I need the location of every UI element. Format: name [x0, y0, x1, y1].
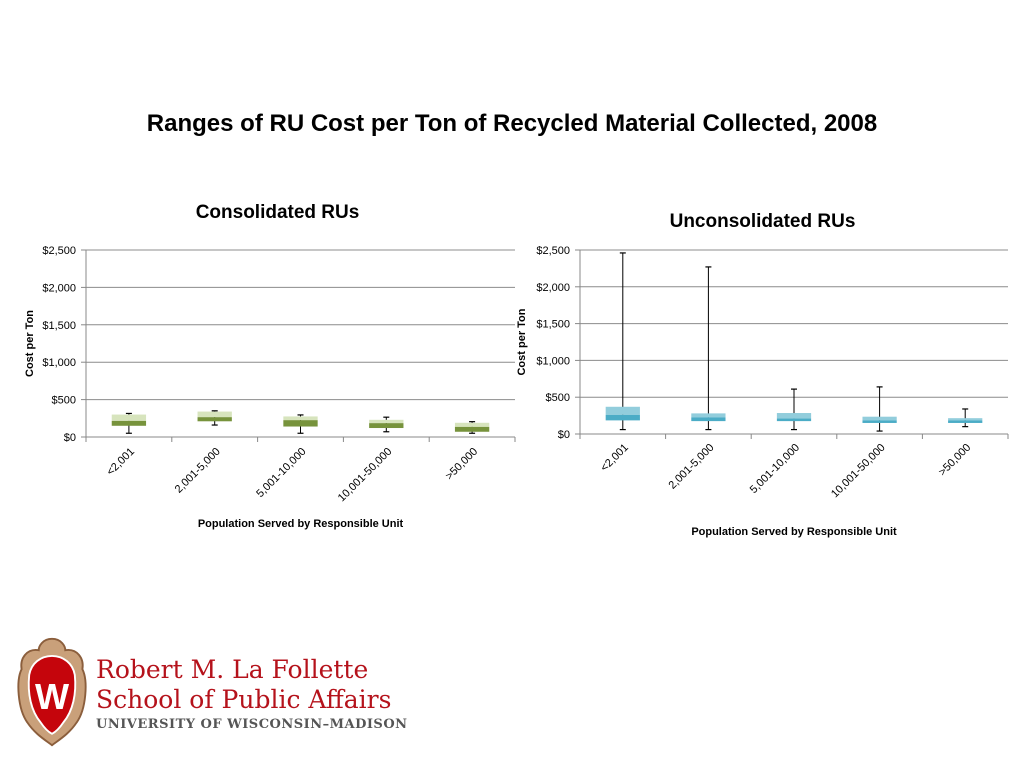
- box-upper: [776, 413, 812, 419]
- y-tick-label: $2,500: [536, 245, 570, 257]
- y-axis-label: Cost per Ton: [516, 308, 528, 375]
- box-lower: [283, 420, 318, 427]
- box-lower: [776, 418, 812, 422]
- box-upper: [197, 411, 232, 418]
- x-tick-label: <2,001: [598, 442, 630, 474]
- slide-title: Ranges of RU Cost per Ton of Recycled Ma…: [146, 110, 878, 137]
- x-tick-label: >50,000: [443, 446, 480, 483]
- x-tick-label: >50,000: [936, 442, 973, 479]
- y-tick-label: $1,500: [42, 320, 76, 332]
- y-tick-label: $0: [64, 432, 76, 444]
- chart-title-unconsolidated: Unconsolidated RUs: [669, 211, 856, 232]
- x-axis-label: Population Served by Responsible Unit: [198, 518, 404, 530]
- logo-name: Robert M. La Follette School of Public A…: [96, 655, 391, 715]
- box-upper: [111, 414, 147, 421]
- y-tick-label: $500: [546, 392, 570, 404]
- y-axis-label: Cost per Ton: [24, 310, 36, 377]
- box-lower: [948, 420, 983, 423]
- box-lower: [197, 417, 232, 422]
- y-tick-label: $2,000: [536, 282, 570, 294]
- x-axis-label: Population Served by Responsible Unit: [691, 526, 897, 538]
- box-upper: [369, 419, 404, 424]
- box-lower: [605, 414, 640, 421]
- box-upper: [605, 406, 640, 415]
- x-tick-label: 2,001-5,000: [173, 446, 223, 496]
- box-lower: [691, 417, 726, 422]
- x-tick-label: <2,001: [105, 446, 137, 478]
- box-upper: [454, 422, 490, 427]
- x-tick-label: 10,001-50,000: [336, 446, 395, 505]
- box-lower: [111, 420, 147, 426]
- logo-line-2: School of Public Affairs: [96, 685, 392, 714]
- box-upper: [283, 416, 318, 421]
- y-tick-label: $2,000: [42, 282, 76, 294]
- box-upper: [691, 413, 726, 418]
- y-tick-label: $1,000: [536, 355, 570, 367]
- svg-text:W: W: [35, 676, 70, 717]
- box-lower: [454, 426, 490, 432]
- y-tick-label: $1,500: [536, 319, 570, 331]
- y-tick-label: $0: [558, 429, 570, 441]
- box-upper: [862, 416, 897, 421]
- y-tick-label: $500: [52, 395, 76, 407]
- box-upper: [948, 418, 983, 421]
- box-lower: [862, 420, 897, 423]
- uw-crest-icon: W: [17, 637, 87, 747]
- chart-title-consolidated: Consolidated RUs: [195, 202, 360, 223]
- x-tick-label: 10,001-50,000: [829, 442, 888, 501]
- y-tick-label: $1,000: [42, 357, 76, 369]
- y-tick-label: $2,500: [42, 245, 76, 257]
- box-lower: [369, 423, 404, 429]
- x-tick-label: 5,001-10,000: [748, 442, 802, 496]
- logo-university: UNIVERSITY OF WISCONSIN–MADISON: [96, 717, 408, 732]
- x-tick-label: 5,001-10,000: [254, 446, 308, 500]
- logo-line-1: Robert M. La Follette: [96, 655, 369, 684]
- x-tick-label: 2,001-5,000: [667, 442, 717, 492]
